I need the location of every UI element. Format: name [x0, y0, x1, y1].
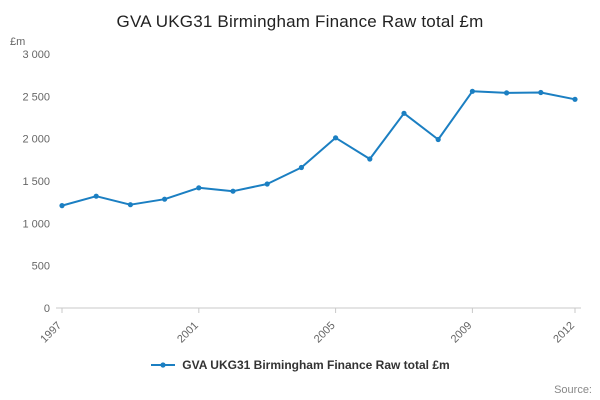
- x-tick-label: 2009: [449, 320, 475, 346]
- x-tick-label: 2005: [312, 320, 338, 346]
- data-point: [196, 185, 202, 191]
- y-tick-label: 1 000: [22, 218, 50, 230]
- data-point: [59, 203, 65, 209]
- legend-line-icon: [151, 362, 176, 368]
- data-point: [264, 181, 270, 187]
- data-point: [298, 164, 304, 171]
- y-tick-label: 1 500: [22, 176, 50, 188]
- data-point: [127, 202, 133, 208]
- x-tick-label: 1997: [38, 320, 64, 346]
- data-point: [367, 156, 373, 162]
- legend-label: GVA UKG31 Birmingham Finance Raw total £…: [182, 358, 450, 372]
- data-point: [435, 136, 441, 143]
- data-point: [93, 193, 99, 199]
- data-point: [230, 188, 236, 194]
- y-tick-label: 3 000: [22, 49, 50, 61]
- legend-item[interactable]: GVA UKG31 Birmingham Finance Raw total £…: [0, 358, 600, 372]
- y-tick-label: 2 500: [22, 91, 50, 103]
- line-chart: 0 500 1 000 1 500 2 000 2 500 3 000 1997 2001 200…: [22, 49, 581, 346]
- y-tick-label: 500: [32, 261, 50, 273]
- data-point: [504, 90, 510, 96]
- data-point: [469, 88, 475, 94]
- data-point: [572, 96, 578, 102]
- data-point: [333, 135, 339, 141]
- data-point: [162, 196, 168, 202]
- y-axis-unit-label: £m: [10, 36, 26, 48]
- y-tick-label: 0: [44, 303, 50, 315]
- data-point: [538, 89, 544, 96]
- series-line: [61, 90, 576, 207]
- x-tick-label: 2012: [551, 320, 577, 346]
- y-tick-label: 2 000: [22, 134, 50, 146]
- x-tick-label: 2001: [175, 320, 201, 346]
- chart-title: GVA UKG31 Birmingham Finance Raw total £…: [116, 12, 484, 31]
- data-point: [401, 110, 407, 116]
- source-label: Source:: [554, 384, 592, 396]
